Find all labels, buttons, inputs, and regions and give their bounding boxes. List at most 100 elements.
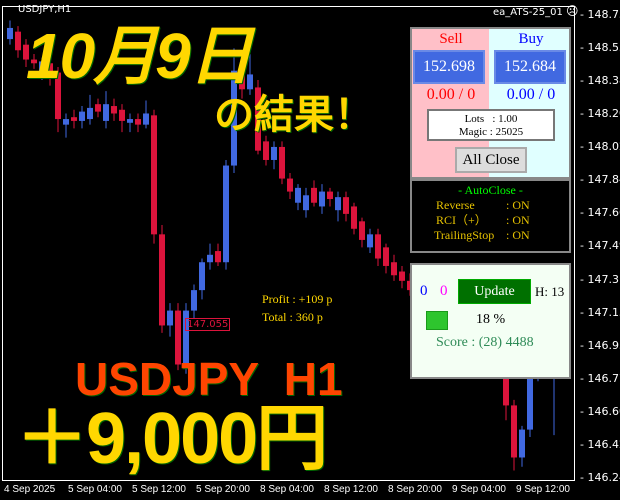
sell-label: Sell	[439, 31, 463, 47]
candle-body	[399, 271, 405, 281]
all-close-button[interactable]: All Close	[455, 147, 527, 173]
autoclose-panel: - AutoClose - Reverse: ON RCI（+） : ON Tra…	[410, 179, 571, 253]
candle-body	[319, 191, 325, 207]
candle-body	[255, 87, 261, 151]
price-tick: - 147.665	[580, 206, 620, 220]
ea-name-text: ea_ATS-25_01	[493, 7, 563, 18]
candle	[335, 191, 341, 222]
candle-body	[511, 405, 517, 458]
candle-body	[367, 234, 373, 248]
candle	[231, 48, 237, 173]
result-title: の結果！	[214, 93, 374, 137]
candle-body	[23, 44, 29, 60]
rci-value[interactable]: : ON	[506, 213, 530, 227]
candle-body	[343, 197, 349, 214]
time-tick: 9 Sep 12:00	[516, 484, 570, 495]
candle	[247, 53, 253, 95]
candle	[295, 184, 301, 211]
price-tick: - 148.020	[580, 140, 620, 154]
price-tick: - 148.735	[580, 8, 620, 21]
candle	[239, 63, 245, 99]
candle	[303, 187, 309, 218]
time-tick: 4 Sep 2025	[4, 484, 56, 495]
autoclose-row-reverse: Reverse: ON	[436, 198, 569, 213]
candle-body	[279, 146, 285, 179]
trailing-label: TrailingStop	[434, 228, 495, 242]
candle-body	[359, 221, 365, 240]
candle	[263, 135, 269, 166]
candle	[159, 225, 165, 333]
candle-body	[527, 373, 533, 430]
candle	[279, 141, 285, 185]
candle-body	[335, 197, 341, 211]
candle-body	[119, 109, 125, 121]
update-button[interactable]: Update	[458, 279, 531, 304]
candle-body	[503, 364, 509, 406]
candle	[343, 191, 349, 222]
candle-body	[7, 27, 13, 40]
candle-body	[71, 117, 77, 121]
amount-title: ＋9,000円	[16, 399, 328, 479]
total-text: Total : 360 p	[262, 310, 323, 324]
candle-body	[311, 187, 317, 203]
chart-symbol: USDJPY,H1	[18, 4, 72, 15]
price-tick: - 146.775	[580, 371, 620, 385]
candle	[143, 100, 149, 129]
candle-body	[327, 191, 333, 200]
price-tick: - 147.845	[580, 173, 620, 187]
time-tick: 8 Sep 04:00	[260, 484, 314, 495]
candle-body	[383, 247, 389, 266]
candle-body	[199, 262, 205, 291]
price-tick: - 146.600	[580, 404, 620, 418]
candle	[359, 217, 365, 248]
candle	[15, 26, 21, 58]
candle-body	[111, 106, 117, 114]
candle-body	[55, 72, 61, 120]
autoclose-title: - AutoClose -	[458, 183, 523, 197]
candle-body	[215, 251, 221, 263]
candle	[327, 187, 333, 207]
count-b: 0	[440, 283, 448, 299]
sell-button[interactable]: 152.698	[413, 50, 485, 84]
h-value: H: 13	[535, 284, 565, 299]
price-tick: - 147.490	[580, 239, 620, 253]
candle	[103, 91, 109, 129]
price-tick: - 147.135	[580, 305, 620, 319]
buy-button[interactable]: 152.684	[494, 50, 566, 84]
candle-body	[103, 104, 109, 121]
profit-text: Profit : +109 p	[262, 292, 333, 306]
reverse-value[interactable]: : ON	[506, 198, 530, 212]
candle	[367, 228, 373, 253]
trailing-value[interactable]: : ON	[506, 228, 530, 242]
candle-body	[239, 70, 245, 90]
candle	[87, 94, 93, 125]
candle-body	[151, 115, 157, 235]
candle	[287, 172, 293, 200]
candle-body	[223, 165, 229, 263]
price-tick: - 146.955	[580, 338, 620, 352]
time-tick: 8 Sep 20:00	[388, 484, 442, 495]
price-marker-label: 147.055	[185, 318, 231, 331]
candle	[319, 184, 325, 214]
candle	[55, 66, 61, 133]
candle	[519, 425, 525, 467]
candle	[39, 57, 45, 81]
candle	[119, 104, 125, 133]
candle-body	[263, 141, 269, 160]
candle-body	[167, 310, 173, 326]
percent-text: 18 %	[476, 312, 506, 327]
autoclose-row-rci: RCI（+） : ON	[436, 213, 569, 228]
candle-body	[351, 206, 357, 229]
candle	[271, 141, 277, 170]
candle-body	[63, 119, 69, 125]
time-tick: 8 Sep 12:00	[324, 484, 378, 495]
pair-title: USDJPY H1	[75, 353, 343, 405]
candle	[127, 113, 133, 133]
candle-body	[303, 195, 309, 211]
candle-body	[207, 254, 213, 263]
price-tick: - 148.555	[580, 41, 620, 55]
rci-label: RCI（+）	[436, 213, 487, 227]
candle	[31, 53, 37, 69]
stats-panel: 0 0 Update H: 13 18 % Score : (28) 4488	[410, 263, 571, 379]
candle-body	[31, 59, 37, 64]
